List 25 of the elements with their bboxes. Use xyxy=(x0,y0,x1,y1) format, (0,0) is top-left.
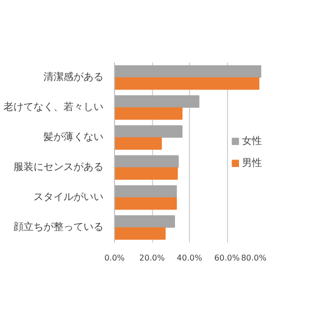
x-tick-label: 60.0% xyxy=(214,254,240,262)
y-tick-label: 髪が薄くない xyxy=(44,131,104,143)
legend-label: 男性 xyxy=(242,156,262,170)
bar xyxy=(114,197,177,210)
y-tick-label: 顔立ちが整っている xyxy=(14,221,104,233)
y-tick-label: スタイルがいい xyxy=(34,192,104,203)
bar xyxy=(114,77,260,90)
bar xyxy=(114,95,200,108)
bar xyxy=(114,65,262,78)
bar xyxy=(114,227,166,240)
bar xyxy=(114,125,182,138)
bar xyxy=(114,215,175,228)
bar xyxy=(114,155,179,168)
y-tick-label: 服装にセンスがある xyxy=(14,161,104,173)
y-tick-label: 老けてなく、若々しい xyxy=(4,101,104,113)
x-tick-label: 20.0% xyxy=(139,254,166,262)
x-tick-label: 80.0% xyxy=(241,254,267,262)
bar xyxy=(114,185,177,198)
bar xyxy=(114,167,178,180)
bar xyxy=(114,137,162,150)
x-tick-label: 40.0% xyxy=(176,254,203,262)
bar xyxy=(114,107,182,120)
x-tick-label: 0.0% xyxy=(104,254,126,262)
legend-label: 女性 xyxy=(242,134,262,148)
y-tick-label: 清潔感がある xyxy=(44,71,104,83)
